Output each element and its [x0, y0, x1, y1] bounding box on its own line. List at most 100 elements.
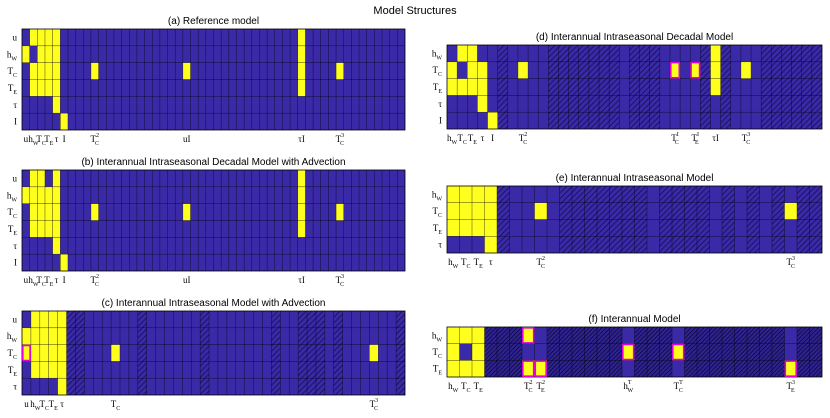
- highlighted-cell: [690, 61, 701, 79]
- row-label: u: [13, 173, 18, 183]
- active-cell: [29, 79, 38, 97]
- active-cell: [57, 344, 67, 362]
- hatched-column: [747, 327, 760, 377]
- column-label: hW: [448, 381, 459, 394]
- active-cell: [297, 79, 306, 97]
- active-cell: [472, 186, 485, 203]
- hatched-column: [720, 45, 731, 129]
- active-cell: [30, 344, 40, 362]
- active-cell: [44, 45, 53, 63]
- active-cell: [672, 343, 685, 361]
- heatmap-border: [446, 44, 823, 130]
- active-cell: [472, 343, 485, 361]
- heatmap-border: [446, 185, 823, 254]
- hatched-column: [639, 45, 650, 129]
- active-cell: [37, 170, 45, 187]
- active-cell: [37, 186, 45, 204]
- active-cell: [472, 219, 485, 237]
- hatched-column: [572, 327, 585, 377]
- hatched-column: [797, 327, 810, 377]
- hatched-column: [722, 327, 735, 377]
- active-cell: [39, 361, 49, 379]
- row-label: TC: [432, 347, 442, 360]
- active-cell: [37, 29, 45, 46]
- column-label: T2 C: [536, 256, 545, 270]
- active-cell: [484, 202, 497, 220]
- active-cell: [622, 343, 635, 361]
- column-label: TC: [461, 381, 471, 394]
- active-cell: [472, 327, 485, 344]
- row-label: τ: [13, 382, 17, 392]
- active-cell: [457, 45, 468, 62]
- column-label: T3 E: [787, 380, 796, 394]
- active-cell: [52, 237, 61, 255]
- active-cell: [57, 378, 67, 395]
- active-cell: [60, 254, 68, 271]
- column-label: uI: [183, 134, 191, 144]
- row-label: τ: [13, 100, 17, 110]
- row-label: hW: [432, 48, 443, 61]
- active-cell: [297, 62, 306, 80]
- row-label: TE: [8, 224, 18, 237]
- hatched-column: [307, 311, 316, 395]
- active-cell: [52, 96, 61, 114]
- hatched-column: [734, 327, 747, 377]
- active-cell: [522, 327, 535, 344]
- hatched-column: [609, 45, 620, 129]
- hatched-column: [584, 327, 597, 377]
- active-cell: [522, 360, 535, 377]
- row-label: I: [14, 258, 17, 268]
- row-label: TC: [432, 206, 442, 219]
- column-label: I: [63, 275, 66, 285]
- hatched-column: [578, 45, 589, 129]
- column-label: TE: [474, 257, 484, 270]
- hatched-column: [200, 311, 210, 395]
- column-label: T3 C: [742, 132, 751, 146]
- column-label: hW: [447, 133, 458, 146]
- active-cell: [29, 203, 38, 221]
- active-cell: [44, 29, 53, 46]
- active-cell: [39, 344, 49, 362]
- active-cell: [37, 45, 45, 63]
- hatched-column: [509, 327, 522, 377]
- active-cell: [517, 61, 529, 79]
- active-cell: [477, 61, 488, 79]
- active-cell: [30, 311, 40, 328]
- active-cell: [111, 344, 120, 362]
- column-label: TT C: [674, 380, 684, 394]
- hatched-column: [609, 327, 622, 377]
- column-label: hW: [28, 275, 39, 288]
- column-label: TC: [40, 399, 50, 412]
- active-cell: [30, 361, 40, 379]
- row-label: TC: [432, 65, 442, 78]
- active-cell: [297, 186, 306, 204]
- column-label: τ: [489, 257, 493, 267]
- column-label: TC: [36, 134, 46, 147]
- hatched-column: [558, 45, 569, 129]
- hatched-column: [771, 45, 782, 129]
- active-cell: [30, 327, 40, 345]
- active-cell: [57, 327, 67, 345]
- active-cell: [710, 61, 721, 79]
- hatched-column: [484, 327, 497, 377]
- active-cell: [52, 170, 61, 187]
- active-cell: [484, 236, 497, 253]
- active-cell: [182, 203, 191, 221]
- active-cell: [52, 220, 61, 238]
- active-cell: [459, 186, 472, 203]
- hatched-column: [634, 327, 647, 377]
- hatched-column: [700, 45, 711, 129]
- active-cell: [22, 186, 30, 204]
- row-label: TE: [433, 364, 443, 377]
- active-cell: [44, 203, 53, 221]
- column-label: TE: [468, 133, 478, 146]
- active-cell: [447, 343, 460, 361]
- active-cell: [457, 78, 468, 96]
- hatched-column: [396, 311, 405, 395]
- active-cell: [52, 186, 61, 204]
- active-cell: [459, 202, 472, 220]
- heatmap-border: [446, 326, 823, 378]
